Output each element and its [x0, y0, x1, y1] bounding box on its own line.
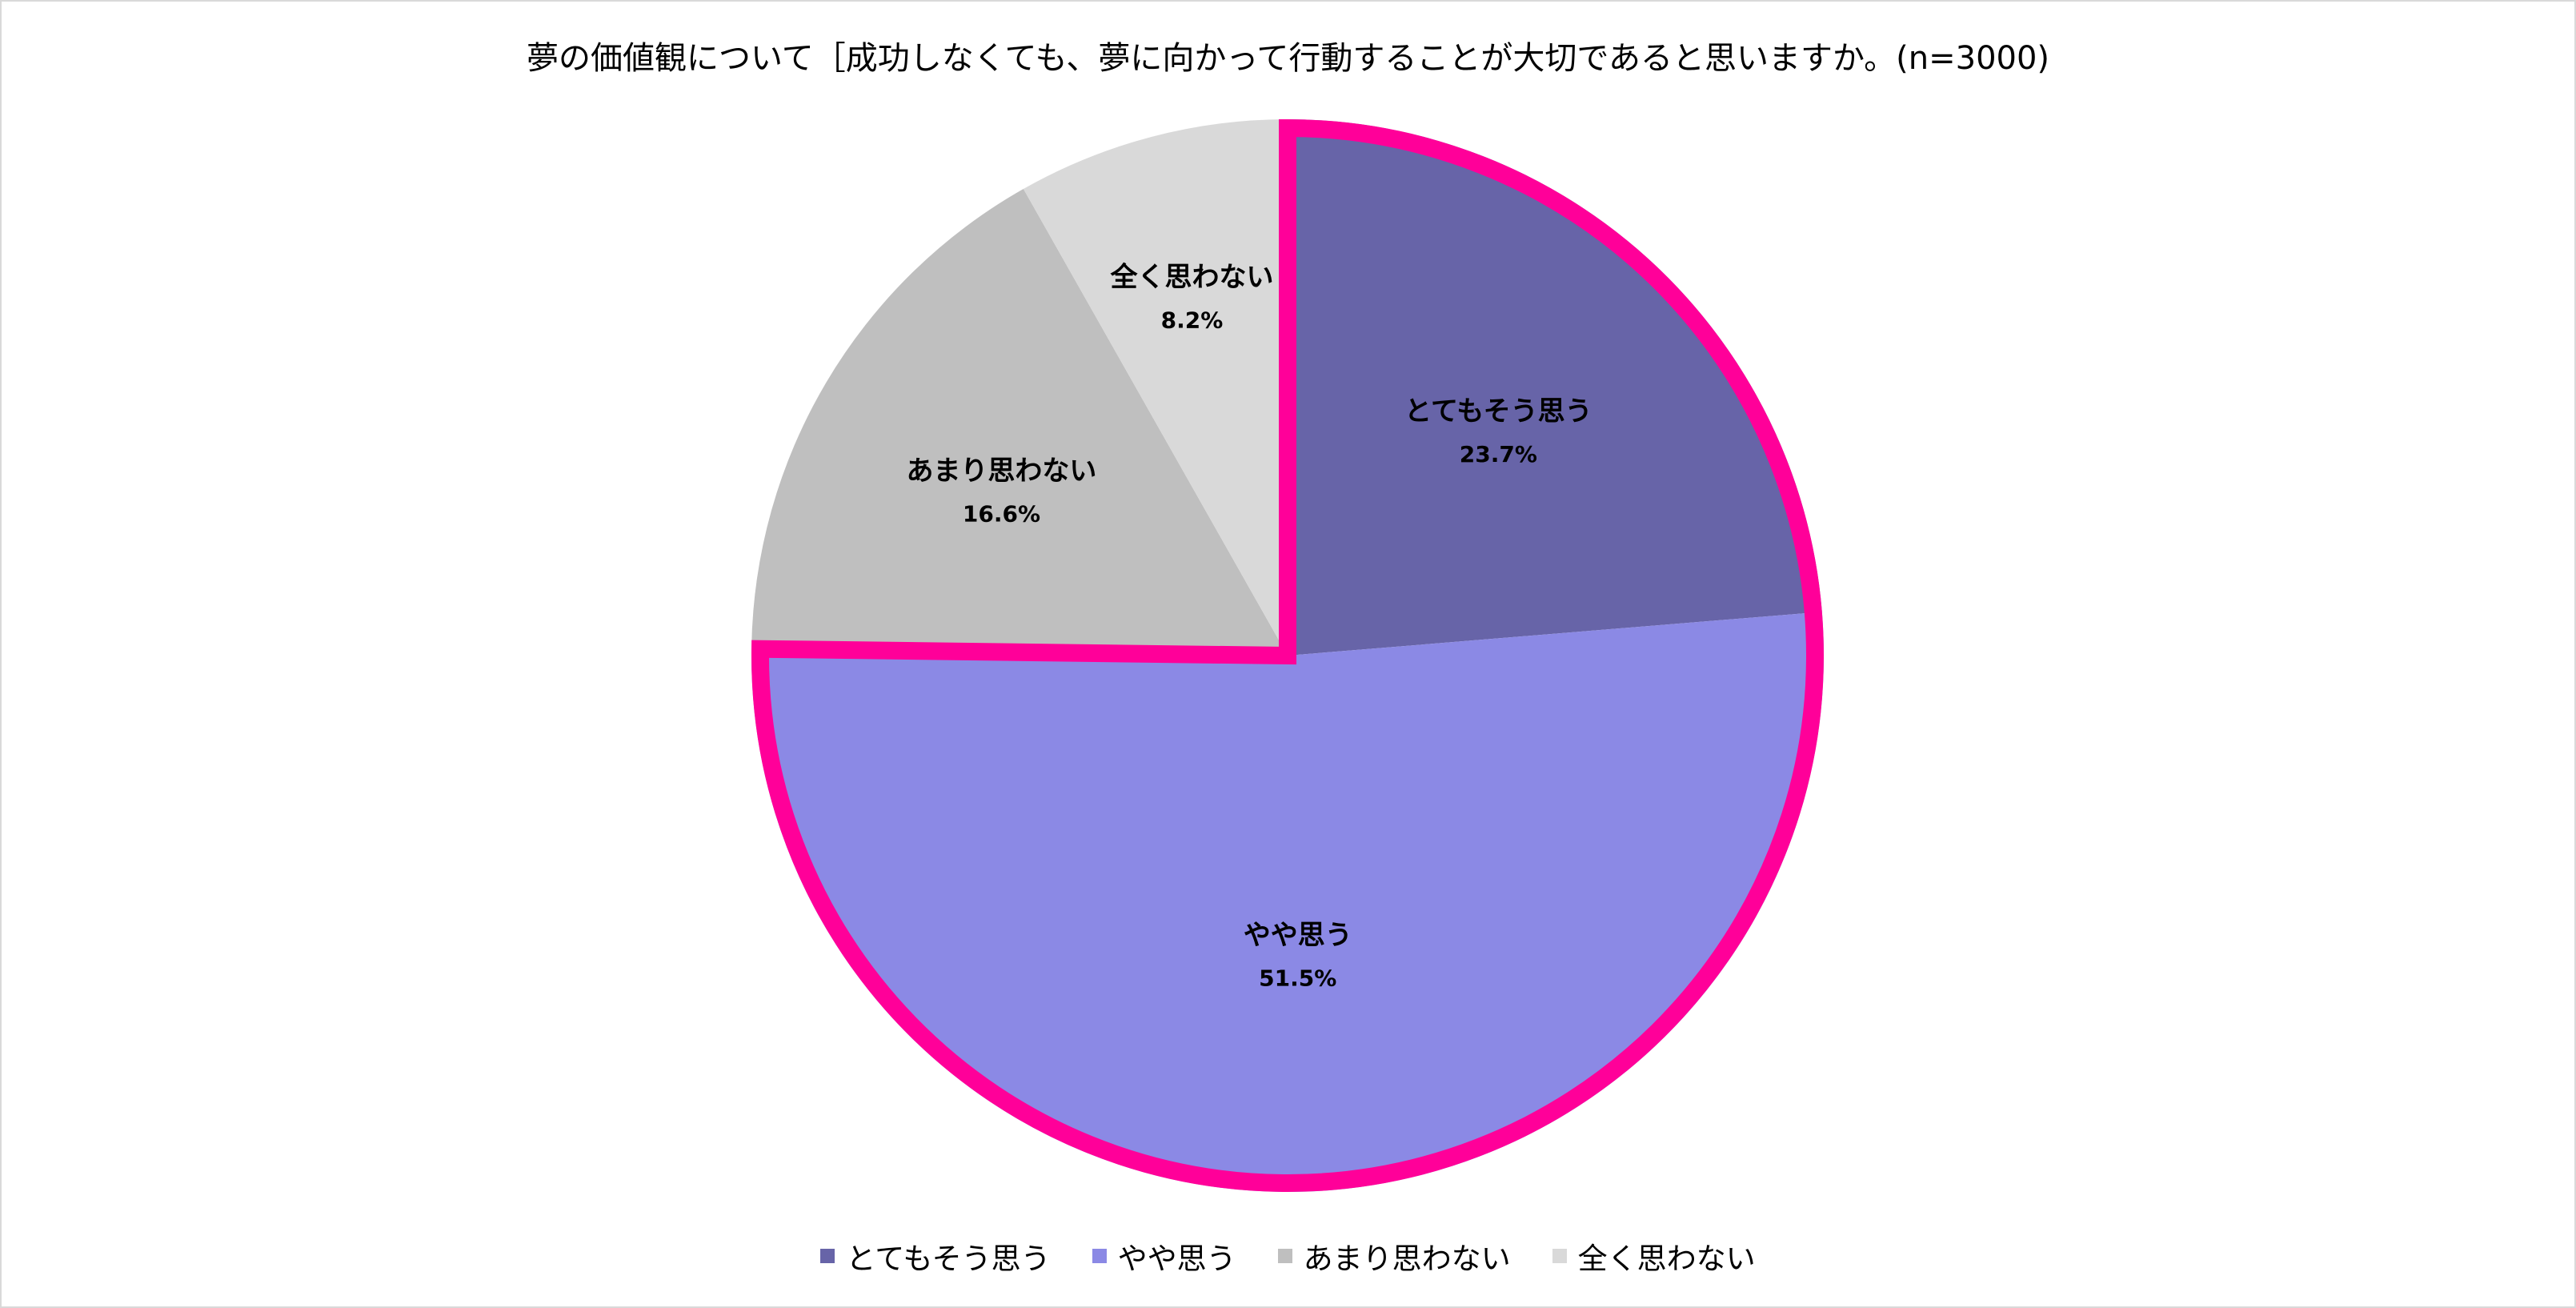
legend-swatch — [1092, 1249, 1107, 1263]
legend-item-yaya: やや思う — [1092, 1234, 1236, 1278]
slice-value-label: 16.6% — [963, 501, 1040, 528]
legend: とてもそう思う やや思う あまり思わない 全く思わない — [0, 1234, 2576, 1278]
slice-value-label: 23.7% — [1460, 441, 1537, 467]
legend-item-amari: あまり思わない — [1277, 1234, 1511, 1278]
highlight-outline — [751, 118, 1824, 1192]
chart-title: 夢の価値観について［成功しなくても、夢に向かって行動することが大切であると思いま… — [526, 40, 2050, 77]
slice-totemo — [1288, 119, 1822, 656]
slice-label: 全く思わない — [1110, 261, 1274, 293]
slice-label: あまり思わない — [906, 455, 1096, 487]
legend-item-totemo: とてもそう思う — [820, 1234, 1051, 1278]
legend-label: やや思う — [1117, 1242, 1236, 1276]
legend-label: とてもそう思う — [846, 1242, 1051, 1276]
legend-label: 全く思わない — [1577, 1242, 1756, 1276]
slice-value-label: 8.2% — [1161, 307, 1224, 333]
slice-amari — [751, 188, 1288, 656]
slice-label: やや思う — [1244, 919, 1352, 951]
legend-swatch — [1552, 1249, 1567, 1263]
legend-swatch — [820, 1249, 835, 1263]
slice-mattaku — [1023, 119, 1288, 656]
slice-label: とてもそう思う — [1404, 395, 1592, 427]
slice-value-label: 51.5% — [1259, 965, 1336, 991]
legend-label: あまり思わない — [1303, 1242, 1511, 1276]
legend-swatch — [1277, 1249, 1292, 1263]
slice-yaya — [751, 612, 1825, 1193]
legend-item-mattaku: 全く思わない — [1552, 1234, 1756, 1278]
